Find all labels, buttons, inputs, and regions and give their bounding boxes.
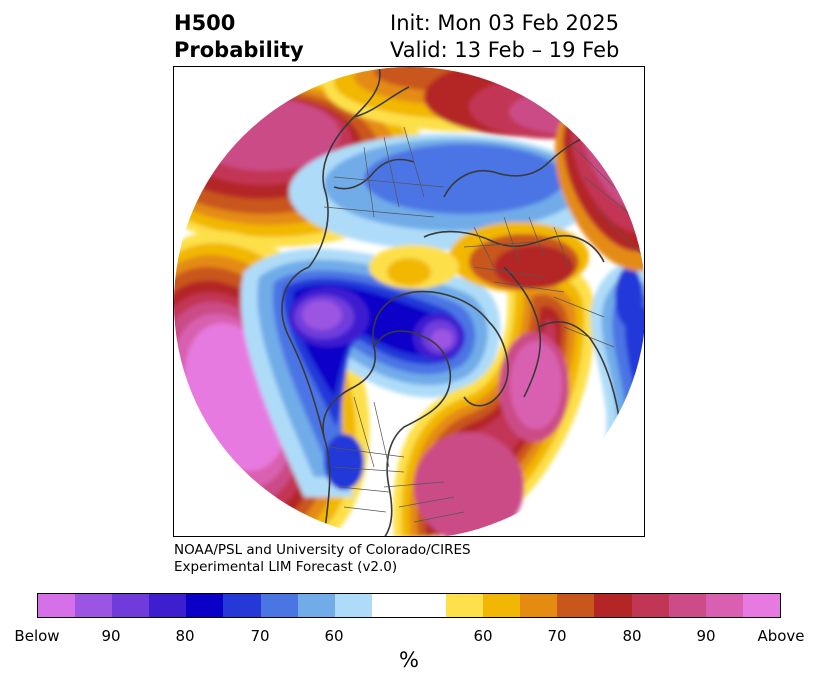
init-date: Init: Mon 03 Feb 2025 — [390, 11, 619, 35]
colorbar-swatch — [186, 594, 224, 617]
colorbar-swatch — [446, 594, 484, 617]
colorbar-swatch — [334, 594, 372, 617]
colorbar-swatch — [557, 594, 595, 617]
colorbar-swatch — [75, 594, 113, 617]
contour-fields — [174, 67, 644, 536]
colorbar-tick-label: Above — [757, 627, 805, 645]
title-line-1: H500 — [174, 11, 236, 35]
colorbar-tick-label: 80 — [175, 627, 195, 645]
colorbar-unit: % — [399, 648, 419, 672]
positive-anomaly-europe — [369, 222, 589, 292]
map-title: H500 Probability — [174, 10, 304, 64]
colorbar-swatch — [297, 594, 335, 617]
probability-map — [174, 67, 644, 536]
colorbar-swatch — [149, 594, 187, 617]
political-borders — [323, 126, 644, 523]
colorbar-swatch — [38, 594, 76, 617]
colorbar-tick-label: 80 — [622, 627, 642, 645]
map-panel — [173, 66, 645, 537]
colorbar-swatch — [705, 594, 743, 617]
colorbar-swatch — [260, 594, 298, 617]
colorbar-swatch — [520, 594, 558, 617]
colorbar-swatch — [483, 594, 521, 617]
colorbar — [37, 593, 781, 618]
colorbar-swatch — [594, 594, 632, 617]
credit-line-2: Experimental LIM Forecast (v2.0) — [174, 559, 398, 575]
colorbar-tick-label: 60 — [473, 627, 493, 645]
positive-anomaly-atlantic — [393, 258, 595, 536]
colorbar-tick-label: 70 — [547, 627, 567, 645]
colorbar-swatch — [371, 594, 409, 617]
valid-dates: Valid: 13 Feb – 19 Feb — [390, 38, 620, 62]
colorbar-swatch — [631, 594, 669, 617]
colorbar-swatch — [408, 594, 447, 617]
colorbar-tick-label: 90 — [101, 627, 121, 645]
colorbar-swatch — [112, 594, 150, 617]
colorbar-tick-label: Below — [14, 627, 60, 645]
title-line-2: Probability — [174, 38, 304, 62]
credit-text: NOAA/PSL and University of Colorado/CIRE… — [174, 542, 471, 576]
colorbar-tick-label: 90 — [696, 627, 716, 645]
colorbar-tick-label: 70 — [250, 627, 270, 645]
date-info: Init: Mon 03 Feb 2025 Valid: 13 Feb – 19… — [390, 10, 619, 64]
colorbar-swatch — [668, 594, 706, 617]
credit-line-1: NOAA/PSL and University of Colorado/CIRE… — [174, 542, 471, 558]
colorbar-tick-label: 60 — [324, 627, 344, 645]
colorbar-swatch — [742, 594, 780, 617]
colorbar-swatch — [223, 594, 261, 617]
